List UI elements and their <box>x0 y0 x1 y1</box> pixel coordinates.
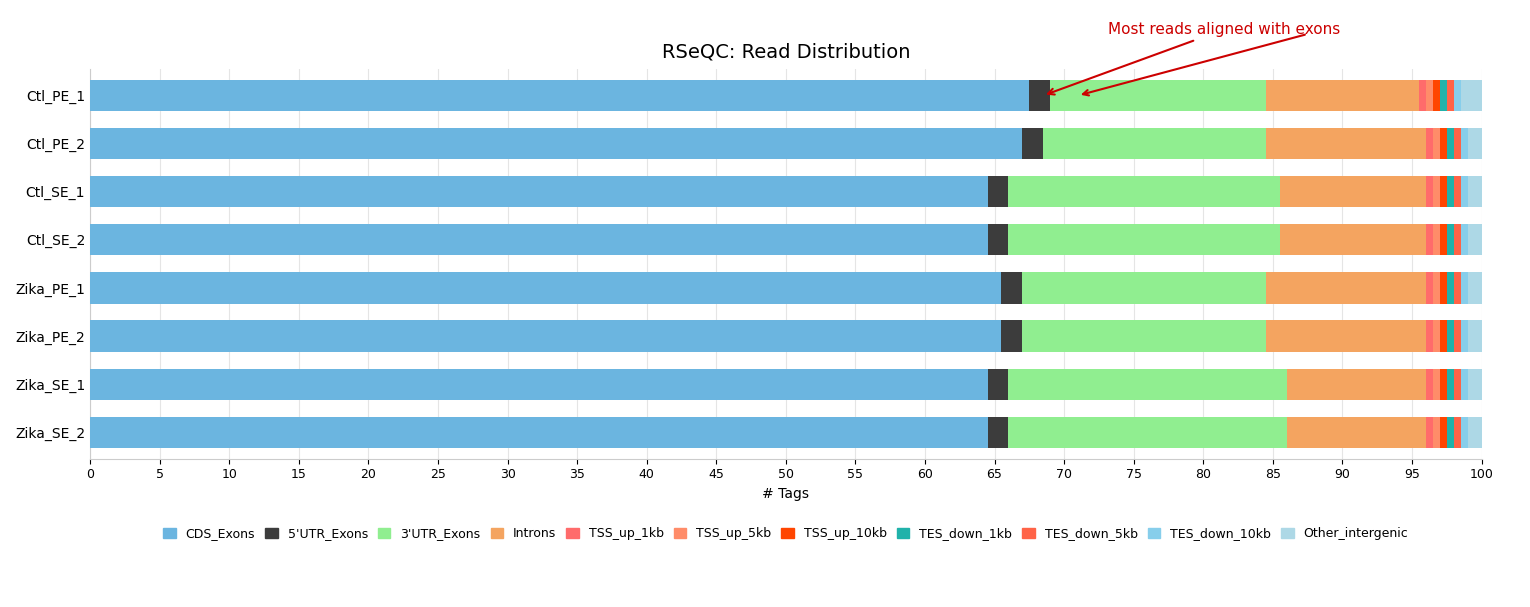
Bar <box>90 368 987 400</box>
Bar <box>1265 320 1426 351</box>
Bar <box>1447 80 1454 111</box>
Bar <box>1008 224 1279 256</box>
Bar <box>987 224 1008 256</box>
Bar <box>1432 320 1440 351</box>
Bar <box>1447 416 1454 448</box>
Bar <box>1426 368 1432 400</box>
Bar <box>1454 128 1461 159</box>
Bar <box>987 176 1008 208</box>
Bar <box>1265 80 1418 111</box>
Bar <box>1461 224 1467 256</box>
Bar <box>1461 80 1481 111</box>
Bar <box>1447 368 1454 400</box>
Bar <box>1287 416 1426 448</box>
Bar <box>1461 416 1467 448</box>
Bar <box>1440 80 1447 111</box>
Bar <box>1461 128 1467 159</box>
Bar <box>1440 273 1447 304</box>
Bar <box>1022 273 1265 304</box>
Bar <box>1002 273 1022 304</box>
Bar <box>1461 273 1467 304</box>
X-axis label: # Tags: # Tags <box>762 487 809 501</box>
Bar <box>1022 320 1265 351</box>
Bar <box>1467 273 1481 304</box>
Bar <box>1467 128 1481 159</box>
Bar <box>90 320 1002 351</box>
Bar <box>1426 224 1432 256</box>
Bar <box>1008 368 1287 400</box>
Bar <box>1022 128 1043 159</box>
Bar <box>1426 320 1432 351</box>
Bar <box>90 416 987 448</box>
Bar <box>1287 368 1426 400</box>
Bar <box>1265 128 1426 159</box>
Bar <box>1426 128 1432 159</box>
Bar <box>1418 80 1426 111</box>
Bar <box>1432 416 1440 448</box>
Bar <box>1432 80 1440 111</box>
Bar <box>1002 320 1022 351</box>
Bar <box>1447 128 1454 159</box>
Bar <box>90 176 987 208</box>
Bar <box>1279 176 1426 208</box>
Bar <box>1467 320 1481 351</box>
Bar <box>90 80 1030 111</box>
Bar <box>1440 224 1447 256</box>
Bar <box>1440 176 1447 208</box>
Bar <box>1440 320 1447 351</box>
Bar <box>1454 176 1461 208</box>
Bar <box>1447 176 1454 208</box>
Bar <box>1008 416 1287 448</box>
Bar <box>1426 273 1432 304</box>
Bar <box>1447 320 1454 351</box>
Bar <box>1454 416 1461 448</box>
Bar <box>987 416 1008 448</box>
Bar <box>1454 368 1461 400</box>
Bar <box>1447 273 1454 304</box>
Bar <box>90 273 1002 304</box>
Bar <box>1432 273 1440 304</box>
Bar <box>1447 224 1454 256</box>
Bar <box>1467 176 1481 208</box>
Text: Most reads aligned with exons: Most reads aligned with exons <box>1048 22 1340 95</box>
Bar <box>1454 80 1461 111</box>
Bar <box>90 224 987 256</box>
Bar <box>1050 80 1265 111</box>
Bar <box>1008 176 1279 208</box>
Bar <box>1467 416 1481 448</box>
Bar <box>1030 80 1050 111</box>
Bar <box>1279 224 1426 256</box>
Bar <box>1426 416 1432 448</box>
Bar <box>90 128 1022 159</box>
Bar <box>1461 368 1467 400</box>
Bar <box>1043 128 1265 159</box>
Bar <box>1440 416 1447 448</box>
Bar <box>1432 224 1440 256</box>
Bar <box>1461 176 1467 208</box>
Bar <box>1467 368 1481 400</box>
Bar <box>1432 128 1440 159</box>
Bar <box>1467 224 1481 256</box>
Bar <box>1440 128 1447 159</box>
Bar <box>987 368 1008 400</box>
Bar <box>1432 368 1440 400</box>
Bar <box>1426 80 1432 111</box>
Bar <box>1461 320 1467 351</box>
Legend: CDS_Exons, 5'UTR_Exons, 3'UTR_Exons, Introns, TSS_up_1kb, TSS_up_5kb, TSS_up_10k: CDS_Exons, 5'UTR_Exons, 3'UTR_Exons, Int… <box>159 523 1412 544</box>
Bar <box>1454 224 1461 256</box>
Bar <box>1454 320 1461 351</box>
Bar <box>1440 368 1447 400</box>
Bar <box>1426 176 1432 208</box>
Bar <box>1432 176 1440 208</box>
Bar <box>1265 273 1426 304</box>
Title: RSeQC: Read Distribution: RSeQC: Read Distribution <box>661 43 910 62</box>
Bar <box>1454 273 1461 304</box>
